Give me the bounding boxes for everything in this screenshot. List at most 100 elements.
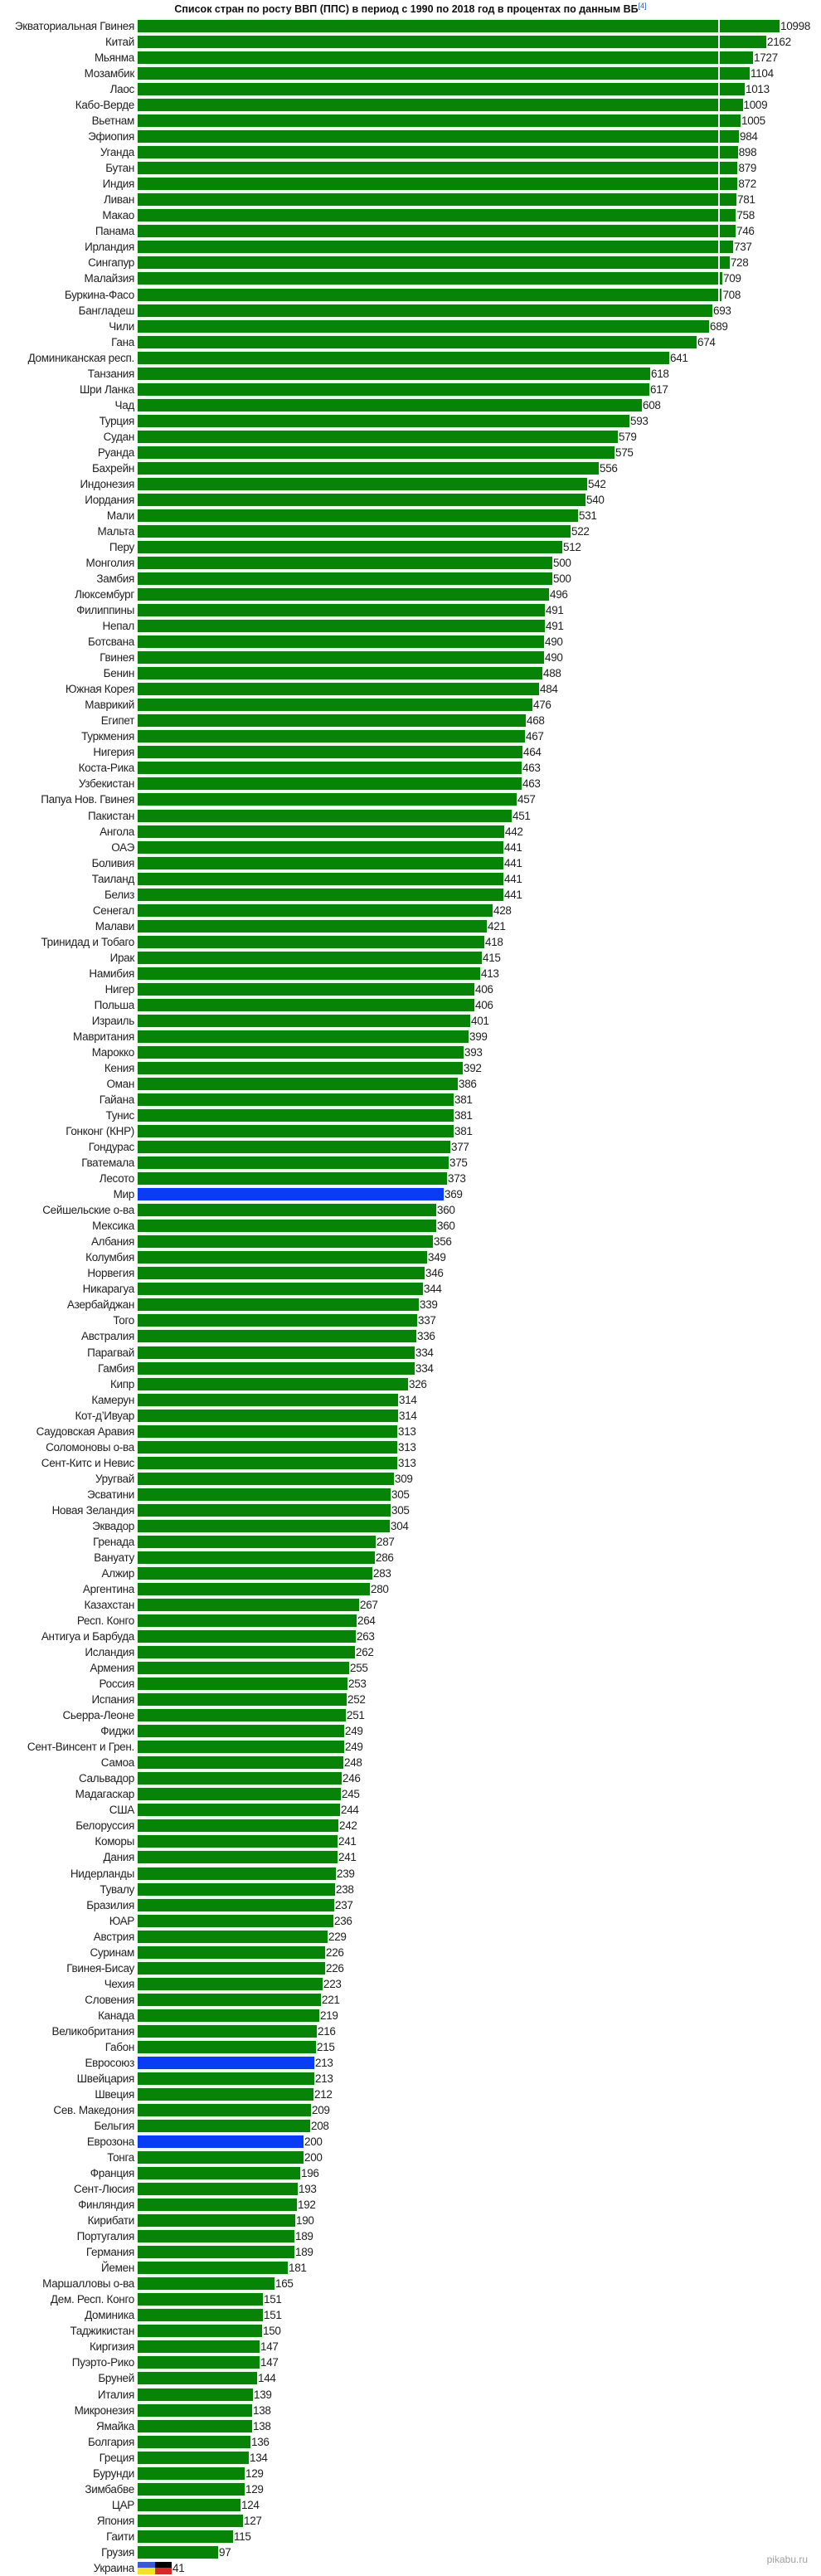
bar bbox=[138, 36, 766, 49]
bar bbox=[138, 1662, 349, 1675]
bar bbox=[138, 1835, 338, 1848]
bar bbox=[138, 683, 539, 696]
value-label: 476 bbox=[533, 699, 551, 712]
bar bbox=[138, 2103, 311, 2116]
value-label: 1009 bbox=[743, 99, 768, 112]
value-label: 212 bbox=[314, 2087, 333, 2101]
category-label: Гвинея-Бисау bbox=[66, 1961, 134, 1975]
value-label: 245 bbox=[342, 1788, 360, 1801]
bar bbox=[138, 2514, 243, 2527]
value-label: 490 bbox=[545, 651, 563, 665]
category-label: Великобритания bbox=[51, 2024, 135, 2038]
category-label: Болгария bbox=[87, 2435, 134, 2448]
bar bbox=[138, 288, 722, 301]
value-label: 593 bbox=[630, 414, 649, 427]
category-label: Бруней bbox=[98, 2372, 134, 2385]
category-label: Нигер bbox=[104, 982, 135, 996]
category-label: Доминиканская респ. bbox=[27, 351, 135, 364]
value-label: 221 bbox=[322, 1993, 340, 2006]
value-label: 381 bbox=[454, 1093, 473, 1107]
value-label: 305 bbox=[391, 1488, 410, 1501]
value-label: 334 bbox=[415, 1361, 434, 1375]
value-label: 693 bbox=[713, 304, 731, 317]
category-label: Зимбабве bbox=[85, 2482, 134, 2496]
bar bbox=[138, 872, 503, 885]
value-label: 253 bbox=[348, 1678, 367, 1691]
bar bbox=[138, 746, 522, 759]
value-label: 441 bbox=[504, 840, 522, 854]
bar bbox=[138, 1519, 390, 1532]
value-label: 441 bbox=[504, 872, 522, 885]
category-label: Габон bbox=[104, 2040, 135, 2053]
value-label: 758 bbox=[736, 209, 755, 222]
bar bbox=[138, 2372, 257, 2385]
value-label: 144 bbox=[258, 2372, 276, 2385]
bar bbox=[138, 2230, 294, 2243]
bar bbox=[138, 1377, 408, 1390]
bar bbox=[138, 1093, 454, 1107]
bar bbox=[138, 2482, 245, 2496]
bar bbox=[138, 1472, 394, 1485]
value-label: 746 bbox=[736, 225, 755, 238]
value-label: 255 bbox=[350, 1662, 368, 1675]
bar bbox=[138, 762, 522, 775]
value-label: 139 bbox=[254, 2388, 272, 2401]
category-label: Уганда bbox=[100, 146, 134, 159]
category-label: Канада bbox=[98, 2009, 134, 2022]
category-label: Израиль bbox=[91, 1014, 135, 1027]
category-label: Коморы bbox=[95, 1835, 134, 1848]
bar bbox=[138, 1204, 436, 1217]
value-label: 360 bbox=[437, 1220, 455, 1233]
value-label: 213 bbox=[315, 2072, 333, 2085]
bar bbox=[138, 1456, 397, 1469]
category-label: Аргентина bbox=[82, 1582, 134, 1595]
bar bbox=[138, 146, 738, 159]
value-label: 181 bbox=[289, 2262, 307, 2275]
value-label: 488 bbox=[543, 667, 561, 680]
value-label: 415 bbox=[483, 951, 501, 964]
chart-title-reference[interactable]: [4] bbox=[638, 2, 647, 10]
category-label: Пакистан bbox=[87, 809, 134, 822]
bar bbox=[138, 367, 650, 380]
value-label: 115 bbox=[234, 2530, 251, 2543]
bar bbox=[138, 2451, 249, 2464]
value-label: 147 bbox=[260, 2356, 279, 2369]
value-label: 238 bbox=[336, 1882, 354, 1896]
value-label: 373 bbox=[448, 1172, 466, 1186]
bar bbox=[138, 1741, 344, 1754]
value-label: 305 bbox=[391, 1503, 410, 1517]
category-label: Оман bbox=[106, 1078, 134, 1090]
value-label: 249 bbox=[345, 1725, 363, 1738]
bar bbox=[138, 1566, 372, 1580]
category-label: Эфиопия bbox=[88, 130, 134, 144]
value-label: 309 bbox=[395, 1472, 413, 1485]
category-label: Чили bbox=[109, 319, 134, 333]
bar bbox=[138, 1678, 347, 1691]
value-label: 708 bbox=[722, 288, 741, 301]
category-label: Маврикий bbox=[85, 699, 134, 712]
category-label: Швейцария bbox=[76, 2072, 135, 2085]
category-label: Австрия bbox=[93, 1930, 135, 1943]
category-label: Мали bbox=[106, 509, 134, 522]
bar bbox=[138, 667, 542, 680]
category-label: Бутан bbox=[105, 162, 134, 175]
value-label: 242 bbox=[339, 1819, 357, 1833]
bar bbox=[138, 1030, 469, 1043]
category-label: Руанда bbox=[97, 446, 134, 459]
category-label: Марокко bbox=[91, 1045, 135, 1059]
category-label: Боливия bbox=[91, 856, 135, 869]
category-label: Бурунди bbox=[92, 2466, 134, 2480]
bar bbox=[138, 951, 482, 964]
black-red-flag-icon bbox=[154, 2561, 172, 2574]
category-label: Египет bbox=[100, 714, 135, 728]
category-label: Пуэрто-Рико bbox=[71, 2356, 135, 2369]
bar bbox=[138, 2056, 314, 2069]
value-label: 244 bbox=[341, 1804, 359, 1817]
bar bbox=[138, 1409, 398, 1422]
bar bbox=[138, 651, 544, 665]
category-label: Ливан bbox=[104, 193, 134, 207]
category-label: Евросоюз bbox=[85, 2056, 134, 2069]
value-label: 984 bbox=[740, 130, 758, 144]
category-label: ЦАР bbox=[111, 2498, 134, 2511]
value-label: 401 bbox=[471, 1014, 489, 1027]
